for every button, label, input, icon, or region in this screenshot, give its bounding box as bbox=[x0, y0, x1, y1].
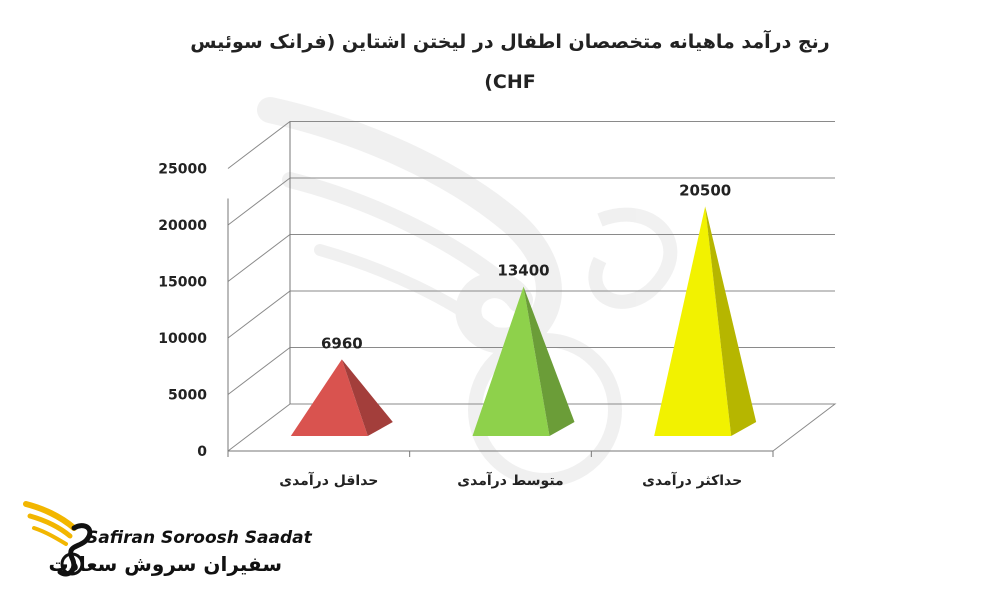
y-tick-label: 25000 bbox=[158, 162, 207, 178]
category-label: حداکثر درآمدی bbox=[642, 471, 742, 489]
category-label: حداقل درآمدی bbox=[279, 471, 378, 489]
pyramid-front-face bbox=[472, 286, 550, 436]
category-label: متوسط درآمدی bbox=[457, 471, 563, 489]
brand-name-english: Safiran Soroosh Saadat bbox=[86, 528, 312, 548]
pyramid-bar bbox=[654, 206, 757, 436]
data-label: 13400 bbox=[497, 262, 549, 280]
y-tick-label: 15000 bbox=[158, 275, 207, 291]
pyramid-side-face bbox=[523, 286, 575, 436]
data-label: 20500 bbox=[679, 181, 731, 199]
pyramid-bar bbox=[472, 286, 575, 436]
data-label: 6960 bbox=[321, 334, 363, 352]
y-tick-label: 20000 bbox=[158, 218, 207, 234]
pyramid-front-face bbox=[290, 359, 368, 436]
pyramid-bar bbox=[290, 359, 393, 436]
pyramid-side-face bbox=[705, 206, 757, 436]
swan-wing-icon bbox=[23, 501, 93, 577]
watermark-swan-logo bbox=[257, 97, 678, 487]
y-tick-label: 0 bbox=[197, 444, 207, 460]
brand-name-persian: سفیران سروش سعادت bbox=[48, 552, 283, 576]
chart-title: رنج درآمد ماهیانه متخصصان اطفال در لیختن… bbox=[190, 31, 830, 93]
brand-logo: Safiran Soroosh Saadat سفیران سروش سعادت bbox=[22, 494, 312, 584]
pyramid-front-face bbox=[654, 206, 732, 436]
y-tick-label: 10000 bbox=[158, 331, 207, 347]
pyramid-side-face bbox=[341, 359, 393, 436]
y-tick-label: 5000 bbox=[168, 388, 207, 404]
